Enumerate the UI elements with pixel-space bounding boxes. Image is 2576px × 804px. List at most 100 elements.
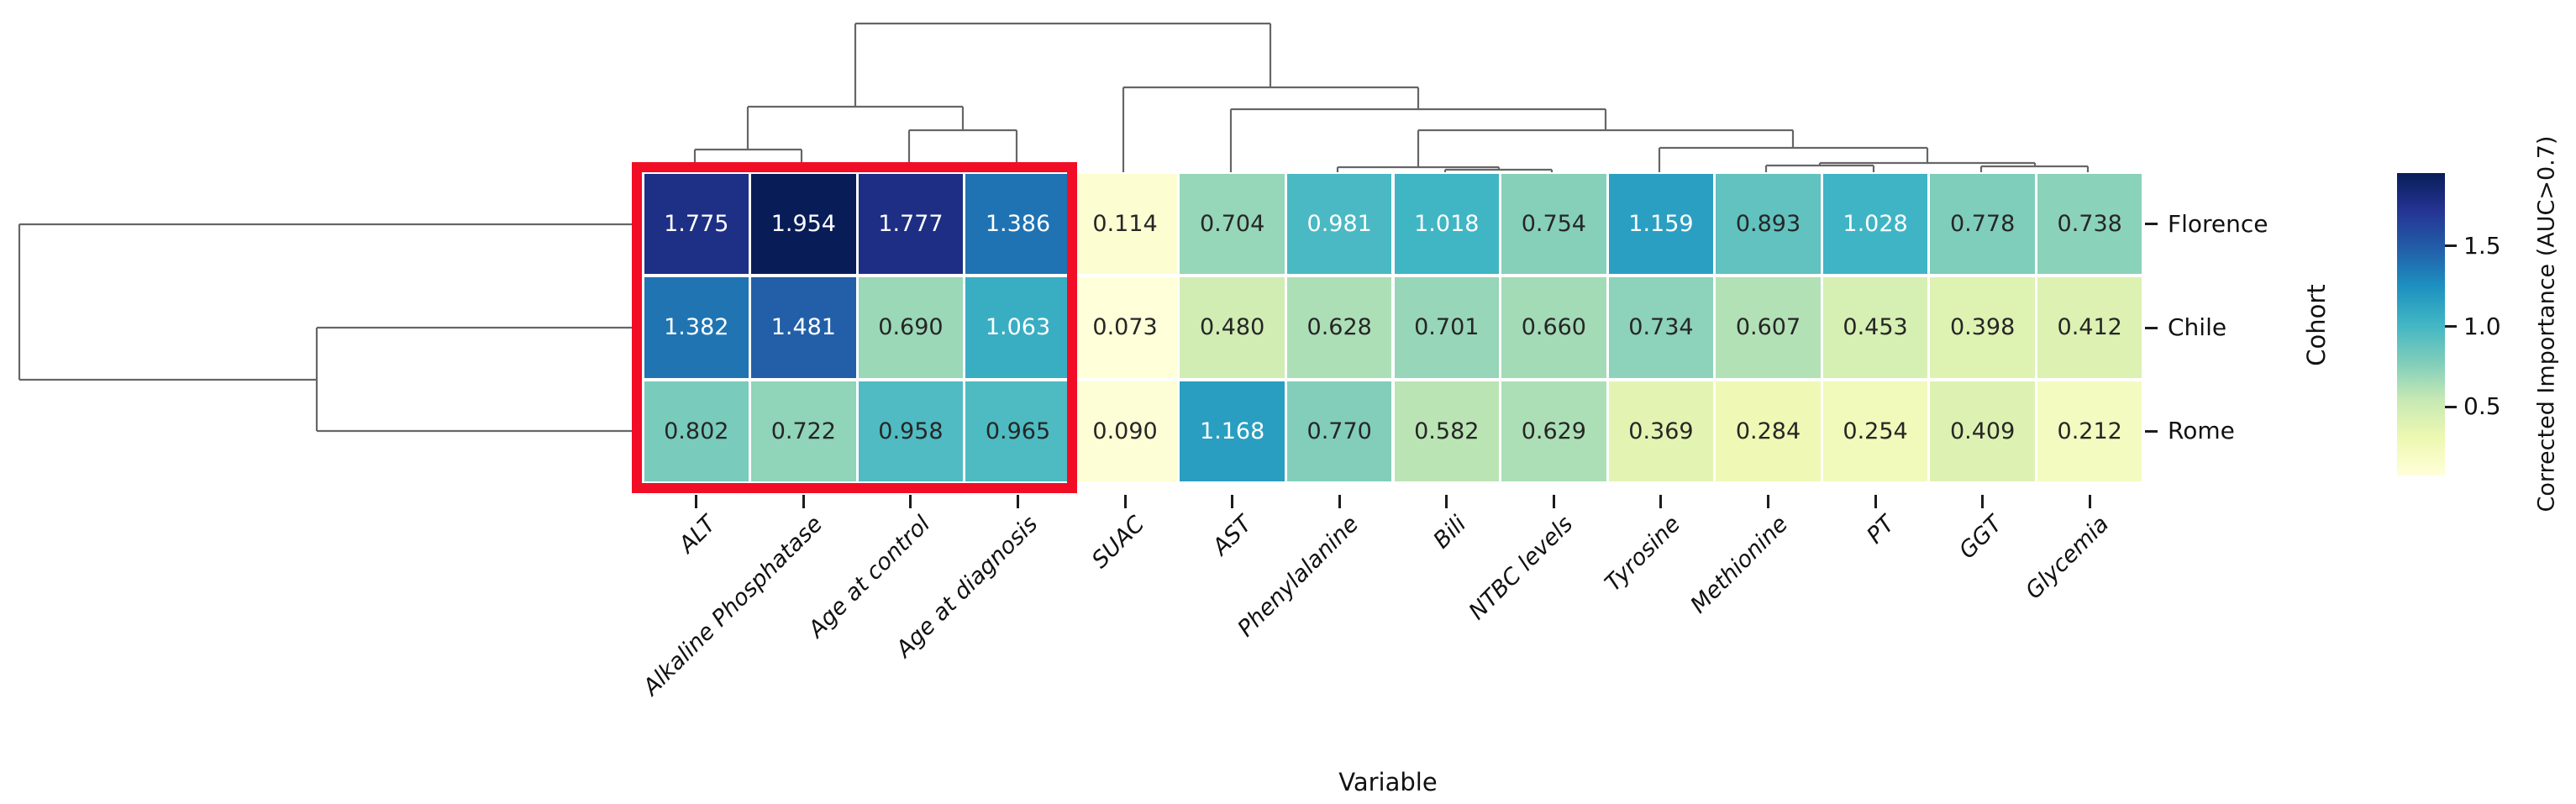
highlight-rectangle — [632, 162, 1077, 493]
cell-value: 1.159 — [1628, 211, 1694, 238]
x-tick-mark — [1017, 495, 1019, 508]
cell-value: 0.398 — [1949, 314, 2016, 341]
heatmap-cell: 1.954 — [751, 174, 856, 275]
cell-value: 0.254 — [1843, 418, 1908, 444]
cell-value: 1.028 — [1843, 211, 1908, 238]
x-tick-mark — [695, 495, 698, 508]
heatmap-cell: 0.369 — [1608, 381, 1714, 481]
cell-value: 0.802 — [664, 418, 729, 444]
cell-value: 0.690 — [878, 314, 944, 341]
colorbar-tick-label: 1.5 — [2463, 231, 2501, 260]
cell-value: 0.284 — [1735, 418, 1801, 444]
heatmap-cell: 1.018 — [1394, 174, 1500, 275]
x-tick-mark — [909, 495, 912, 508]
cell-value: 0.965 — [985, 418, 1051, 444]
heatmap-cell: 0.073 — [1072, 277, 1178, 378]
cell-value: 0.628 — [1306, 314, 1372, 341]
colorbar-tick-label: 0.5 — [2463, 392, 2501, 421]
cell-value: 1.775 — [664, 211, 729, 238]
y-tick-mark — [2145, 223, 2158, 226]
heatmap-cell: 0.607 — [1716, 277, 1821, 378]
cell-value: 0.114 — [1092, 211, 1158, 238]
heatmap-cell: 0.480 — [1180, 277, 1285, 378]
cell-value: 1.168 — [1199, 418, 1265, 444]
cell-value: 1.386 — [985, 211, 1051, 238]
heatmap-cell: 0.690 — [858, 277, 964, 378]
heatmap-cell: 0.660 — [1501, 277, 1606, 378]
heatmap-cell: 1.386 — [965, 174, 1070, 275]
cell-value: 0.770 — [1306, 418, 1372, 444]
colorbar-title: Corrected Importance (AUC>0.7) — [2533, 135, 2560, 512]
cell-value: 0.409 — [1949, 418, 2016, 444]
cell-value: 0.480 — [1199, 314, 1265, 341]
heatmap-cell: 0.770 — [1286, 381, 1392, 481]
heatmap-cell: 0.802 — [644, 381, 749, 481]
heatmap-cell: 0.582 — [1394, 381, 1500, 481]
heatmap-cell: 0.701 — [1394, 277, 1500, 378]
y-tick-mark — [2145, 326, 2158, 329]
heatmap-cell: 0.754 — [1501, 174, 1606, 275]
cell-value: 0.893 — [1735, 211, 1801, 238]
heatmap-cell: 0.893 — [1716, 174, 1821, 275]
cell-value: 0.734 — [1628, 314, 1694, 341]
cell-value: 0.701 — [1414, 314, 1480, 341]
x-tick-mark — [1231, 495, 1234, 508]
heatmap-cell: 1.777 — [858, 174, 964, 275]
colorbar-tick-mark — [2445, 244, 2457, 248]
y-tick-label: Florence — [2168, 209, 2268, 238]
cell-value: 0.073 — [1092, 314, 1158, 341]
heatmap-cell: 0.738 — [2037, 174, 2142, 275]
cell-value: 1.954 — [770, 211, 836, 238]
cell-value: 1.018 — [1414, 211, 1480, 238]
cell-value: 0.412 — [2057, 314, 2122, 341]
heatmap-cell: 0.981 — [1286, 174, 1392, 275]
cell-value: 0.582 — [1414, 418, 1480, 444]
cell-value: 0.704 — [1199, 211, 1265, 238]
heatmap-cell: 1.168 — [1180, 381, 1285, 481]
row-dendrogram — [18, 223, 634, 433]
heatmap-cell: 0.778 — [1930, 174, 2035, 275]
cell-value: 0.607 — [1735, 314, 1801, 341]
colorbar-tick-label: 1.0 — [2463, 312, 2501, 340]
y-tick-mark — [2145, 429, 2158, 433]
x-tick-mark — [1445, 495, 1448, 508]
heatmap-cell: 0.114 — [1072, 174, 1178, 275]
heatmap-cell: 0.734 — [1608, 277, 1714, 378]
cell-value: 1.382 — [664, 314, 729, 341]
heatmap-cell: 0.704 — [1180, 174, 1285, 275]
heatmap-cell: 0.412 — [2037, 277, 2142, 378]
heatmap-cell: 1.775 — [644, 174, 749, 275]
x-tick-mark — [1874, 495, 1877, 508]
cell-value: 0.212 — [2057, 418, 2122, 444]
colorbar-tick-mark — [2445, 405, 2457, 408]
colorbar-tick-mark — [2445, 325, 2457, 328]
cell-value: 1.063 — [985, 314, 1051, 341]
x-tick-mark — [1981, 495, 1985, 508]
heatmap-cell: 0.398 — [1930, 277, 2035, 378]
cell-value: 1.481 — [770, 314, 836, 341]
x-tick-mark — [1767, 495, 1769, 508]
heatmap-cell: 1.481 — [751, 277, 856, 378]
cell-value: 0.738 — [2057, 211, 2122, 238]
cell-value: 0.778 — [1949, 211, 2016, 238]
heatmap-cell: 0.090 — [1072, 381, 1178, 481]
heatmap-cell: 0.965 — [965, 381, 1070, 481]
heatmap-cell: 1.063 — [965, 277, 1070, 378]
heatmap-cell: 0.212 — [2037, 381, 2142, 481]
heatmap-cell: 1.382 — [644, 277, 749, 378]
cell-value: 0.453 — [1843, 314, 1908, 341]
colorbar-gradient — [2397, 173, 2445, 476]
x-tick-mark — [1659, 495, 1663, 508]
x-tick-mark — [1123, 495, 1127, 508]
column-dendrogram — [693, 22, 2090, 172]
heatmap-cell: 0.629 — [1501, 381, 1606, 481]
heatmap-cell: 0.958 — [858, 381, 964, 481]
cell-value: 0.722 — [770, 418, 836, 444]
cell-value: 0.754 — [1521, 211, 1586, 238]
heatmap-cell: 0.409 — [1930, 381, 2035, 481]
heatmap-cell: 0.284 — [1716, 381, 1821, 481]
y-tick-label: Rome — [2168, 417, 2235, 445]
row-axis-title: Cohort — [2302, 284, 2331, 366]
cell-value: 0.629 — [1521, 418, 1586, 444]
